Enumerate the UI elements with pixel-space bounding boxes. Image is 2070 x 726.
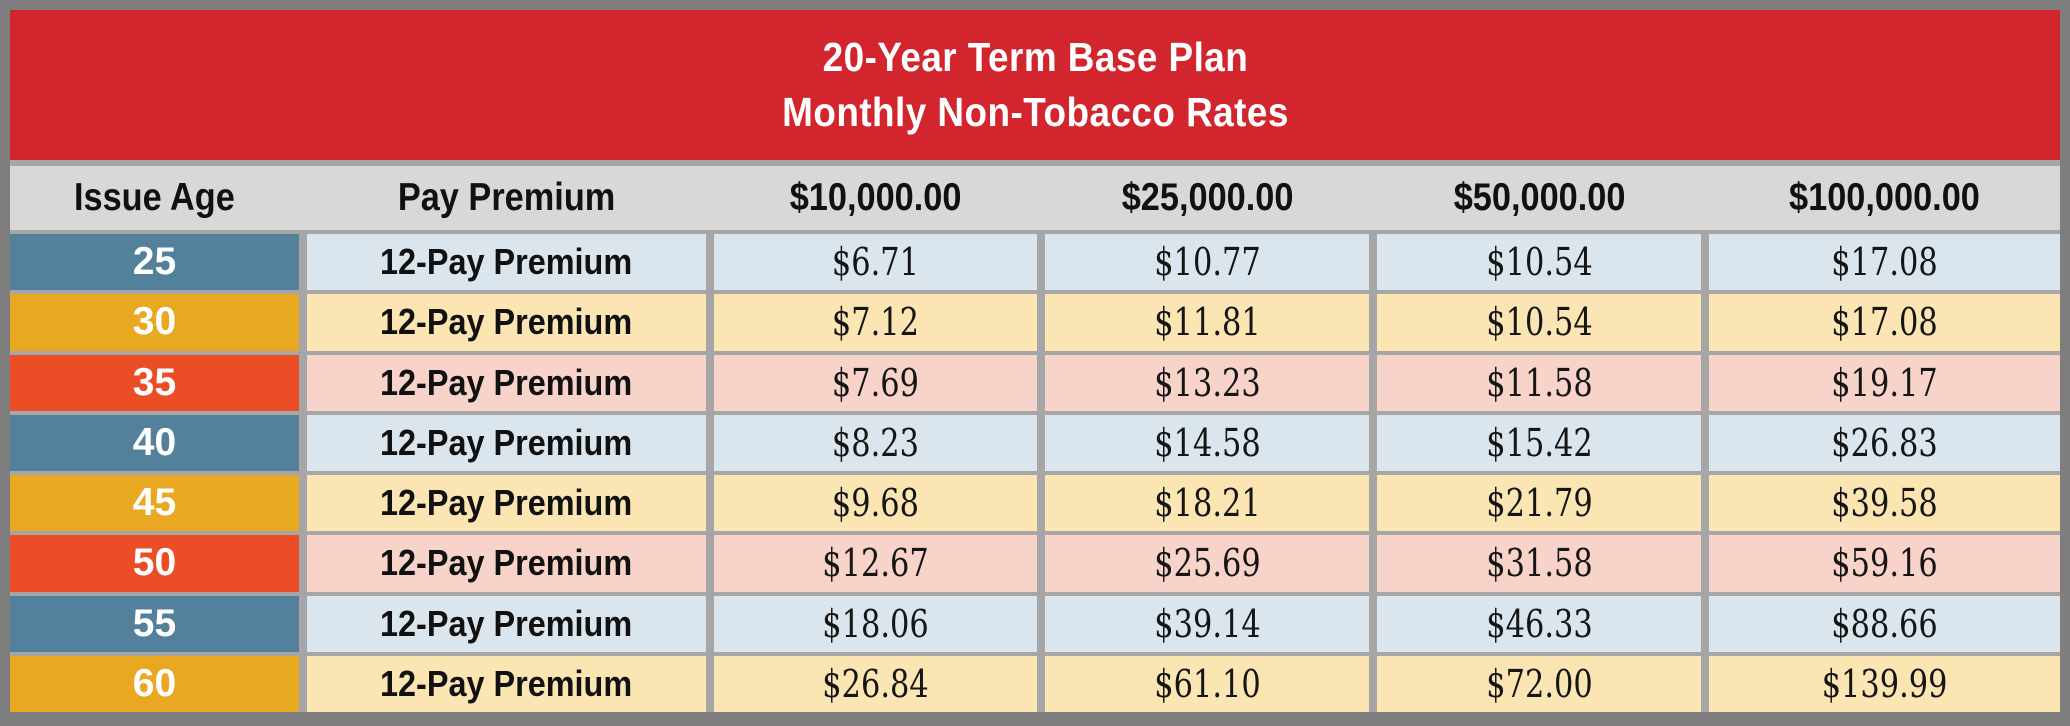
issue-age-cell: 50	[10, 535, 299, 592]
rate-cell: $9.68	[713, 475, 1038, 532]
table-row: 50 12-Pay Premium $12.67 $25.69 $31.58 $…	[10, 535, 2060, 592]
rate-cell: $21.79	[1377, 475, 1702, 532]
rate-cell: $7.69	[713, 354, 1038, 411]
rate-cell: $17.08	[1709, 294, 2060, 351]
rate-cell: $139.99	[1709, 655, 2060, 712]
rate-cell: $31.58	[1377, 535, 1702, 592]
premium-type-cell: 12-Pay Premium	[306, 354, 706, 411]
column-header-pay-premium: Pay Premium	[397, 176, 616, 219]
rate-cell: $72.00	[1377, 655, 1702, 712]
premium-type-cell: 12-Pay Premium	[306, 414, 706, 471]
rate-cell: $10.77	[1045, 234, 1370, 291]
column-header-25000: $25,000.00	[1121, 176, 1294, 219]
premium-type-cell: 12-Pay Premium	[306, 475, 706, 532]
table-row: 45 12-Pay Premium $9.68 $18.21 $21.79 $3…	[10, 475, 2060, 532]
title-banner: 20-Year Term Base Plan Monthly Non-Tobac…	[10, 10, 2060, 160]
rate-cell: $61.10	[1045, 655, 1370, 712]
rate-cell: $6.71	[713, 234, 1038, 291]
table-row: 40 12-Pay Premium $8.23 $14.58 $15.42 $2…	[10, 414, 2060, 471]
column-header-10000: $10,000.00	[789, 176, 962, 219]
rate-cell: $8.23	[713, 414, 1038, 471]
rate-cell: $10.54	[1377, 294, 1702, 351]
rate-cell: $39.14	[1045, 595, 1370, 652]
rates-table: Issue Age Pay Premium $10,000.00 $25,000…	[10, 160, 2060, 712]
table-row: 60 12-Pay Premium $26.84 $61.10 $72.00 $…	[10, 655, 2060, 712]
column-header-issue-age: Issue Age	[74, 176, 235, 219]
issue-age-cell: 55	[10, 595, 299, 652]
premium-type-cell: 12-Pay Premium	[306, 535, 706, 592]
table-row: 30 12-Pay Premium $7.12 $11.81 $10.54 $1…	[10, 294, 2060, 351]
rate-cell: $39.58	[1709, 475, 2060, 532]
table-title: 20-Year Term Base Plan	[822, 33, 1248, 80]
issue-age-cell: 30	[10, 294, 299, 351]
issue-age-cell: 35	[10, 354, 299, 411]
rate-cell: $10.54	[1377, 234, 1702, 291]
rate-cell: $18.21	[1045, 475, 1370, 532]
rate-cell: $13.23	[1045, 354, 1370, 411]
table-row: 35 12-Pay Premium $7.69 $13.23 $11.58 $1…	[10, 354, 2060, 411]
table-row: 25 12-Pay Premium $6.71 $10.77 $10.54 $1…	[10, 234, 2060, 291]
rate-cell: $26.83	[1709, 414, 2060, 471]
rate-cell: $7.12	[713, 294, 1038, 351]
issue-age-cell: 25	[10, 234, 299, 291]
rate-cell: $88.66	[1709, 595, 2060, 652]
rate-cell: $59.16	[1709, 535, 2060, 592]
rate-cell: $25.69	[1045, 535, 1370, 592]
premium-type-cell: 12-Pay Premium	[306, 595, 706, 652]
rate-cell: $15.42	[1377, 414, 1702, 471]
rate-cell: $11.58	[1377, 354, 1702, 411]
rate-cell: $26.84	[713, 655, 1038, 712]
rate-cell: $18.06	[713, 595, 1038, 652]
rate-cell: $17.08	[1709, 234, 2060, 291]
premium-type-cell: 12-Pay Premium	[306, 294, 706, 351]
column-header-100000: $100,000.00	[1789, 176, 1981, 219]
premium-type-cell: 12-Pay Premium	[306, 655, 706, 712]
premium-type-cell: 12-Pay Premium	[306, 234, 706, 291]
rate-cell: $46.33	[1377, 595, 1702, 652]
table-subtitle: Monthly Non-Tobacco Rates	[781, 89, 1289, 135]
rate-cell: $12.67	[713, 535, 1038, 592]
table-row: 55 12-Pay Premium $18.06 $39.14 $46.33 $…	[10, 595, 2060, 652]
issue-age-cell: 45	[10, 475, 299, 532]
issue-age-cell: 60	[10, 655, 299, 712]
rate-cell: $14.58	[1045, 414, 1370, 471]
column-header-50000: $50,000.00	[1453, 176, 1626, 219]
issue-age-cell: 40	[10, 414, 299, 471]
rate-cell: $11.81	[1045, 294, 1370, 351]
rate-cell: $19.17	[1709, 354, 2060, 411]
column-header-row: Issue Age Pay Premium $10,000.00 $25,000…	[10, 166, 2060, 230]
